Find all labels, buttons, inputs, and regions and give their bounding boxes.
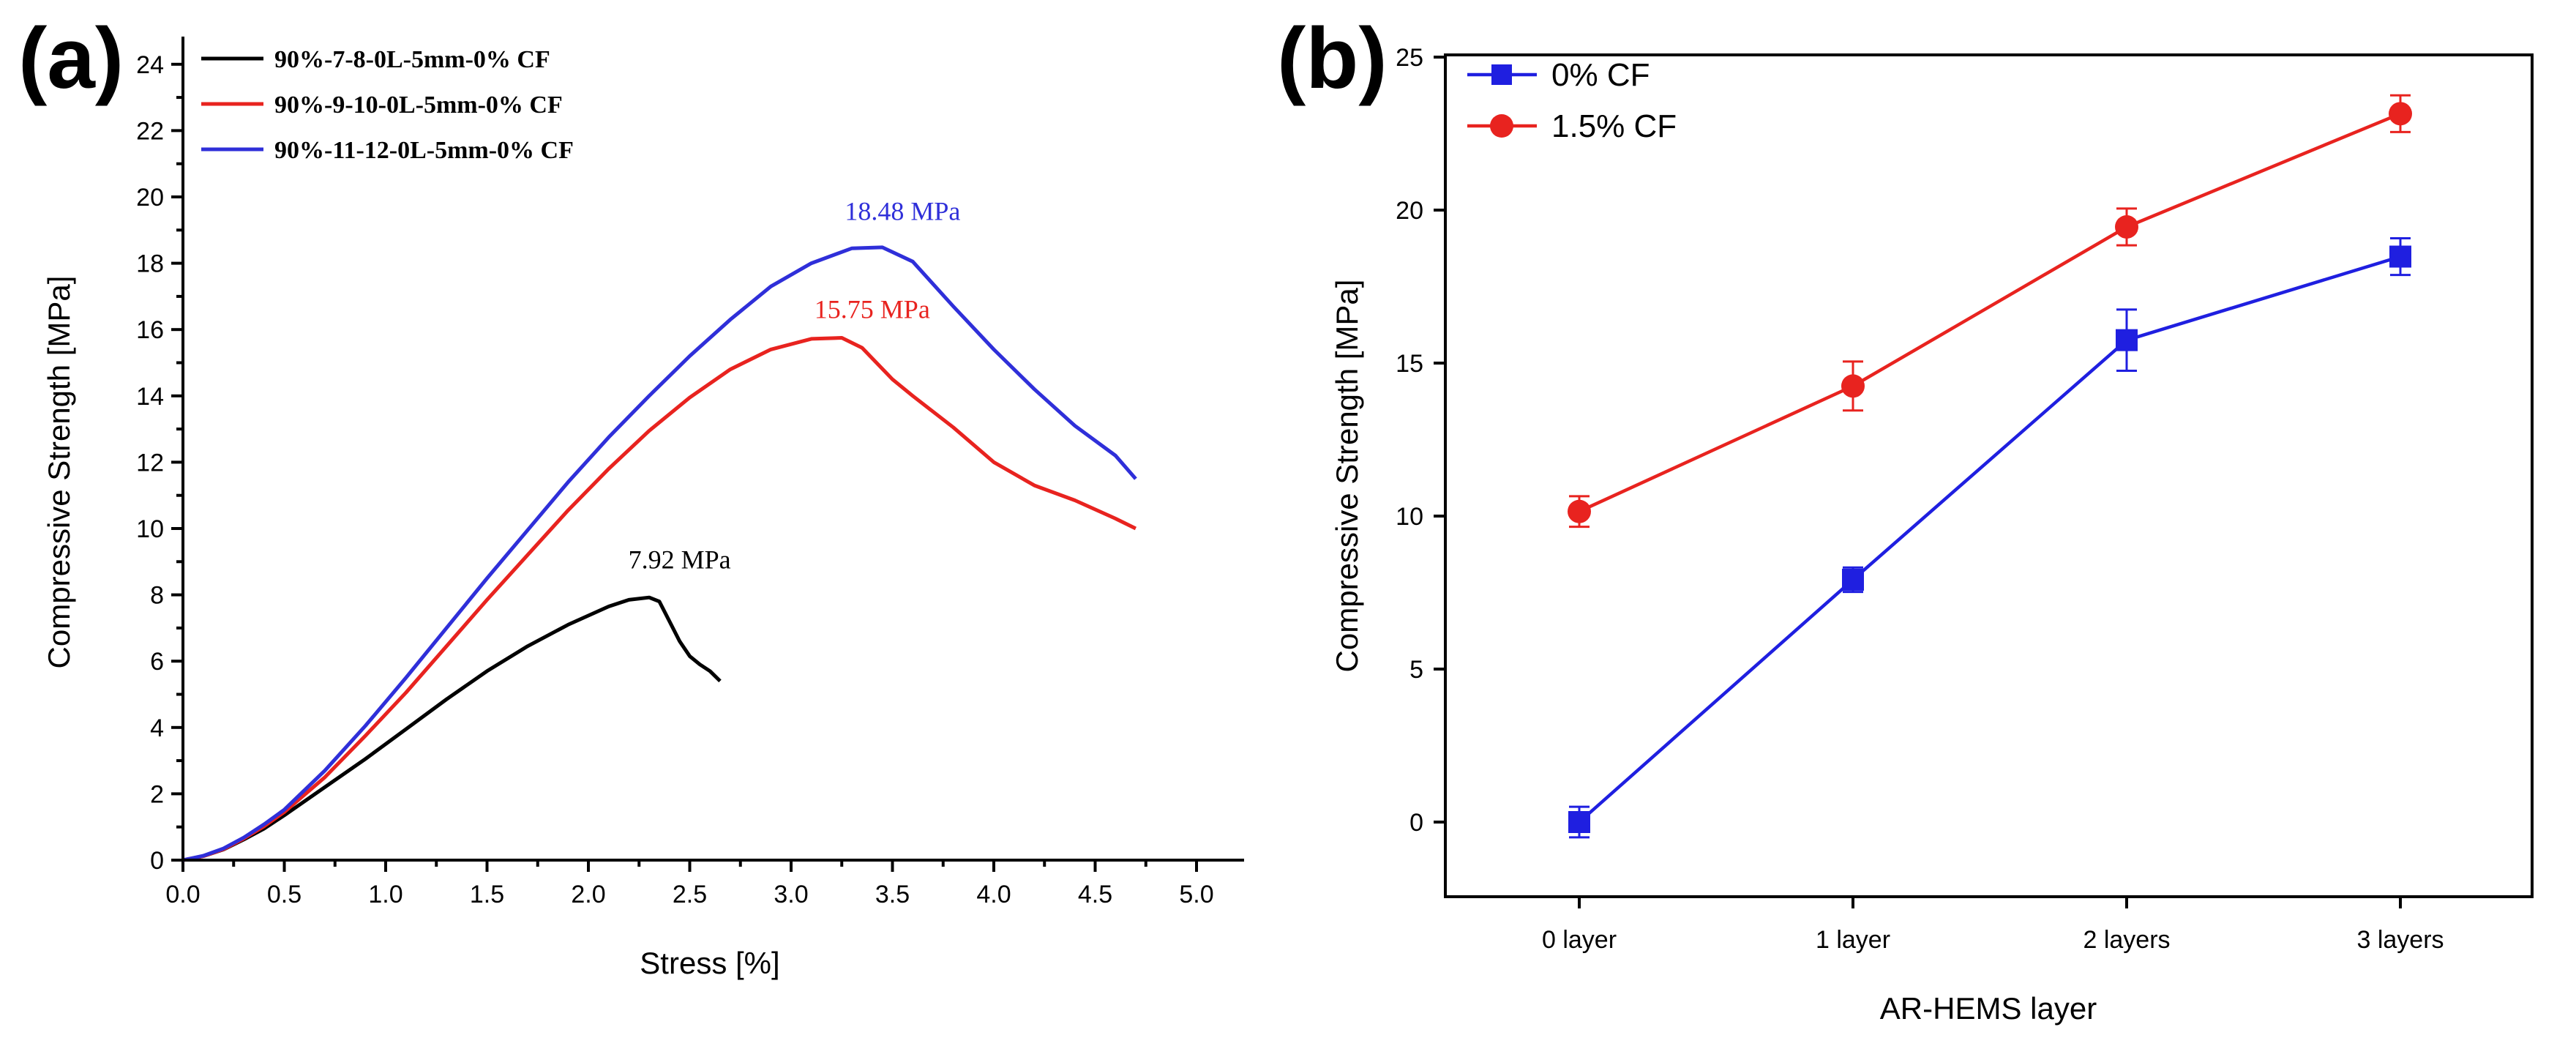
panel-a-x-tick-label-8: 4.0 (976, 881, 1011, 908)
panel-a-y-tick-label-5: 10 (136, 515, 164, 543)
panel-a-series (182, 245, 1137, 862)
panel-a-x-tick-label-0: 0.0 (165, 881, 200, 908)
panel-b-point-1-5-cf-3 (2389, 102, 2412, 126)
panel-a-y-axis-label: Compressive Strength [MPa] (42, 276, 76, 669)
panel-a-x-axis-label: Stress [%] (640, 946, 779, 980)
panel-a-y-tick-label-11: 22 (136, 117, 164, 145)
panel-a-series-line-90-9-10-0l-5mm-0-cf (182, 336, 1137, 862)
panel-b-series-line-0-cf (1578, 255, 2401, 824)
panel-a-legend-label-2: 90%-11-12-0L-5mm-0% CF (274, 137, 574, 164)
panel-a-x-tick-label-1: 0.5 (267, 881, 302, 908)
panel-b-legend-marker-1 (1490, 114, 1513, 138)
panel-b-x-tick-label-2: 2 layers (2083, 926, 2170, 954)
panel-b-point-0-cf-3 (2389, 245, 2411, 268)
panel-b-point-0-cf-0 (1568, 811, 1590, 833)
panel-b-legend: 0% CF 1.5% CF (1467, 57, 1677, 144)
panel-b-y-tick-label-3: 15 (1396, 350, 1423, 378)
panel-a-y-tick-label-1: 2 (150, 780, 164, 808)
panel-b-x-tick-label-0: 0 layer (1542, 926, 1617, 954)
panel-a-label: (a) (18, 10, 124, 107)
panel-b-point-1-5-cf-0 (1568, 499, 1591, 523)
panel-a-y-tick-label-10: 20 (136, 184, 164, 212)
panel-a-y-tick-label-12: 24 (136, 51, 164, 79)
panel-b-y-axis-label: Compressive Strength [MPa] (1330, 280, 1364, 673)
panel-a-y-tick-label-4: 8 (150, 582, 164, 610)
panel-a-series-line-90-7-8-0l-5mm-0-cf (182, 595, 722, 862)
panel-a-y-tick-label-7: 14 (136, 383, 164, 411)
panel-a-y-tick-label-3: 6 (150, 648, 164, 676)
panel-a-x-tick-label-9: 4.5 (1078, 881, 1112, 908)
panel-b-legend-label-0: 0% CF (1551, 57, 1650, 93)
panel-a-x-tick-label-4: 2.0 (571, 881, 605, 908)
panel-b-y-tick-label-1: 5 (1409, 656, 1423, 684)
panel-b-legend-label-1: 1.5% CF (1551, 108, 1677, 144)
panel-b-point-1-5-cf-1 (1841, 374, 1865, 398)
panel-a-y-tick-label-2: 4 (150, 714, 164, 742)
panel-b-point-0-cf-2 (2116, 329, 2138, 351)
panel-b-point-1-5-cf-2 (2115, 214, 2138, 239)
panel-b-ticks: 0 layer 1 layer 2 layers 3 layers 0 5 10 15 20 25 (1396, 44, 2444, 954)
panel-a-x-tick-label-10: 5.0 (1179, 881, 1213, 908)
panel-a-peak-label-2: 18.48 MPa (845, 197, 960, 226)
panel-a-ticks: 0.0 0.5 1.0 1.5 2.0 2.5 3.0 3.5 4.0 4.5 5.00246810… (136, 51, 1213, 908)
panel-a-series-line-90-11-12-0l-5mm-0-cf (182, 245, 1137, 862)
panel-a-y-tick-label-9: 18 (136, 250, 164, 278)
panel-a-peak-label-0: 7.92 MPa (629, 545, 731, 574)
panel-b-y-tick-label-2: 10 (1396, 503, 1423, 531)
panel-b-y-tick-label-5: 25 (1396, 44, 1423, 72)
panel-a-legend-label-0: 90%-7-8-0L-5mm-0% CF (274, 46, 550, 73)
panel-a-legend-label-1: 90%-9-10-0L-5mm-0% CF (274, 92, 563, 119)
panel-b-y-tick-label-0: 0 (1409, 809, 1423, 837)
panel-a-x-tick-label-5: 2.5 (673, 881, 707, 908)
panel-a: (a) 0.0 0.5 1.0 1.5 2.0 2.5 3.0 3.5 4.0 4.5 5.0024… (18, 10, 1244, 980)
panel-a-y-tick-label-6: 12 (136, 449, 164, 477)
panel-b-point-0-cf-1 (1842, 568, 1864, 591)
panel-b-x-axis-label: AR-HEMS layer (1880, 991, 2097, 1026)
panel-a-x-tick-label-2: 1.0 (368, 881, 402, 908)
panel-a-y-tick-label-8: 16 (136, 316, 164, 344)
panel-a-annotations: 7.92 MPa 15.75 MPa 18.48 MPa (629, 197, 961, 575)
panel-a-peak-label-1: 15.75 MPa (815, 294, 930, 324)
panel-a-legend: 90%-7-8-0L-5mm-0% CF 90%-9-10-0L-5mm-0% C… (201, 46, 574, 164)
panel-a-x-tick-label-7: 3.5 (875, 881, 910, 908)
panel-b-x-tick-label-1: 1 layer (1816, 926, 1890, 954)
panel-b-series (1568, 94, 2412, 839)
panel-a-x-tick-label-6: 3.0 (774, 881, 808, 908)
panel-b-legend-marker-0 (1491, 64, 1512, 85)
panel-b-label: (b) (1277, 10, 1388, 107)
panel-b-series-line-1-5-cf (1579, 112, 2401, 513)
panel-b-y-tick-label-4: 20 (1396, 197, 1423, 225)
panel-b-x-tick-label-3: 3 layers (2356, 926, 2444, 954)
panel-b: (b) 0 layer 1 layer 2 layers 3 layers 0 5 10 15… (1277, 10, 2534, 1026)
panel-b-frame (1444, 53, 2534, 898)
panel-a-y-tick-label-0: 0 (150, 847, 164, 875)
panel-a-x-tick-label-3: 1.5 (470, 881, 504, 908)
